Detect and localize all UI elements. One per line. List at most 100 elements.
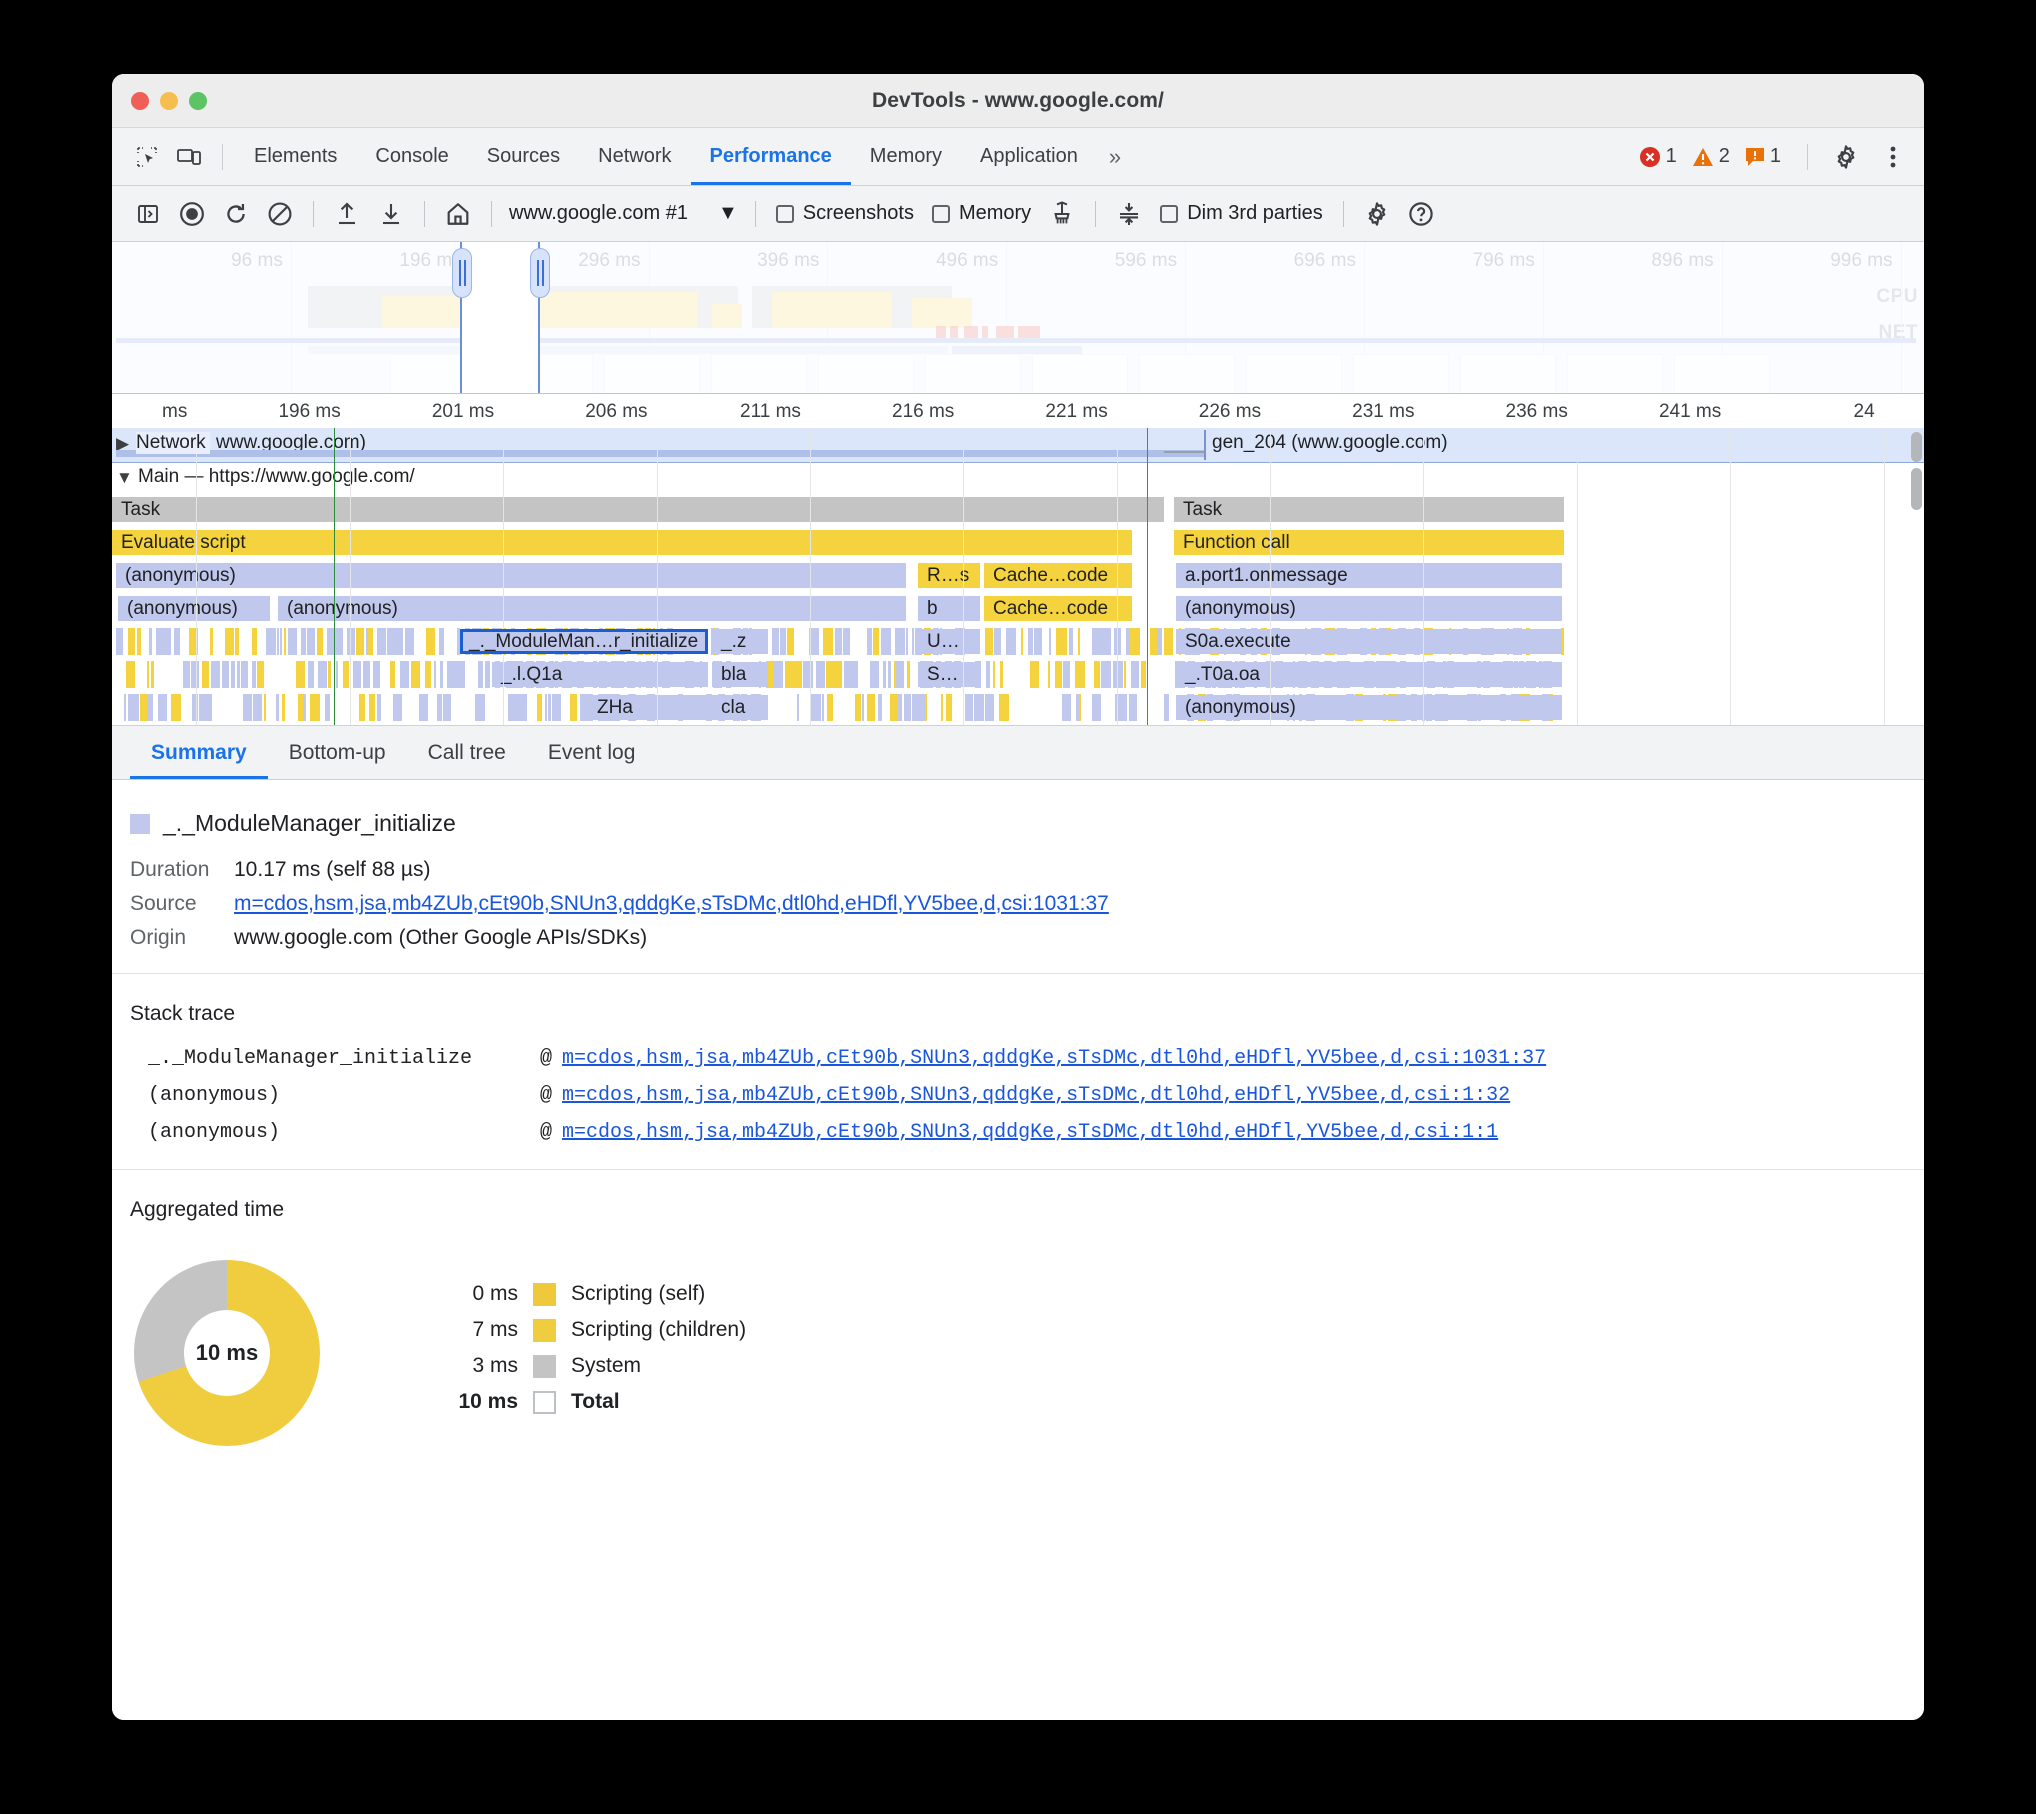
flame-micro-segment[interactable] bbox=[537, 694, 542, 721]
garbage-collect-icon[interactable] bbox=[1040, 194, 1084, 234]
flame-micro-segment[interactable] bbox=[149, 628, 152, 655]
flame-micro-segment[interactable] bbox=[985, 628, 993, 655]
flame-micro-segment[interactable] bbox=[1034, 628, 1042, 655]
flame-micro-segment[interactable] bbox=[803, 661, 813, 688]
task-row[interactable]: Task Task bbox=[112, 496, 1924, 523]
flame-micro-segment[interactable] bbox=[147, 694, 153, 721]
flame-micro-segment[interactable] bbox=[336, 661, 338, 688]
flame-micro-segment[interactable] bbox=[897, 694, 902, 721]
flame-micro-segment[interactable] bbox=[827, 694, 833, 721]
flame-micro-segment[interactable] bbox=[336, 628, 343, 655]
flame-micro-segment[interactable] bbox=[912, 628, 914, 655]
selection-handle-right[interactable] bbox=[530, 248, 550, 298]
flame-chip[interactable]: cla bbox=[712, 695, 768, 720]
record-button[interactable] bbox=[170, 194, 214, 234]
flame-micro-segment[interactable] bbox=[1164, 694, 1169, 721]
flame-micro-segment[interactable] bbox=[485, 661, 490, 688]
flame-micro-segment[interactable] bbox=[809, 628, 819, 655]
flame-micro-segment[interactable] bbox=[907, 661, 910, 688]
flame-micro-segment[interactable] bbox=[1113, 661, 1123, 688]
flame-micro-segment[interactable] bbox=[288, 628, 297, 655]
flame-micro-segment[interactable] bbox=[443, 694, 451, 721]
flame-chip[interactable]: _.z bbox=[712, 629, 768, 654]
flame-micro-segment[interactable] bbox=[210, 628, 213, 655]
clear-button[interactable] bbox=[258, 194, 302, 234]
flame-micro-segment[interactable] bbox=[895, 628, 905, 655]
flame-micro-segment[interactable] bbox=[867, 694, 875, 721]
flame-chip[interactable]: Task bbox=[1174, 497, 1564, 522]
flame-micro-segment[interactable] bbox=[439, 628, 444, 655]
close-window-button[interactable] bbox=[131, 91, 149, 110]
flame-micro-segment[interactable] bbox=[517, 694, 527, 721]
more-options-icon[interactable] bbox=[1872, 136, 1914, 178]
flame-micro-segment[interactable] bbox=[1030, 661, 1039, 688]
flame-micro-segment[interactable] bbox=[298, 694, 303, 721]
flame-chip[interactable]: Function call bbox=[1174, 530, 1564, 555]
flame-micro-segment[interactable] bbox=[266, 628, 276, 655]
flame-micro-segment[interactable] bbox=[823, 628, 833, 655]
flame-micro-segment[interactable] bbox=[116, 628, 123, 655]
flame-micro-segment[interactable] bbox=[844, 661, 848, 688]
flame-micro-segment[interactable] bbox=[225, 628, 234, 655]
flame-micro-segment[interactable] bbox=[137, 694, 139, 721]
gear-icon[interactable] bbox=[1825, 136, 1867, 178]
expand-rows-icon[interactable] bbox=[1107, 194, 1151, 234]
flame-micro-segment[interactable] bbox=[1094, 661, 1100, 688]
flame-chip[interactable]: (anonymous) bbox=[118, 596, 270, 621]
flame-micro-segment[interactable] bbox=[363, 661, 370, 688]
flame-chip[interactable]: _.l.Q1a bbox=[492, 662, 708, 687]
flame-micro-segment[interactable] bbox=[296, 661, 305, 688]
network-scrollbar[interactable] bbox=[1911, 432, 1922, 462]
flame-micro-segment[interactable] bbox=[1130, 628, 1140, 655]
flame-micro-segment[interactable] bbox=[202, 661, 209, 688]
flame-micro-segment[interactable] bbox=[222, 661, 229, 688]
tab-call-tree[interactable]: Call tree bbox=[427, 740, 506, 764]
memory-checkbox[interactable]: Memory bbox=[931, 202, 1031, 225]
flame-micro-segment[interactable] bbox=[1092, 694, 1101, 721]
tab-performance[interactable]: Performance bbox=[691, 129, 851, 185]
flame-micro-segment[interactable] bbox=[434, 661, 436, 688]
flame-micro-segment[interactable] bbox=[906, 628, 908, 655]
flame-micro-segment[interactable] bbox=[919, 694, 925, 721]
flame-micro-segment[interactable] bbox=[211, 661, 220, 688]
flame-micro-segment[interactable] bbox=[325, 694, 330, 721]
lq1a-row[interactable]: _.l.Q1a bla S… _.T0a.oa bbox=[112, 661, 1924, 688]
flame-micro-segment[interactable] bbox=[508, 694, 517, 721]
flame-micro-segment[interactable] bbox=[1079, 694, 1081, 721]
flame-micro-segment[interactable] bbox=[986, 661, 990, 688]
flame-micro-segment[interactable] bbox=[780, 628, 786, 655]
flame-micro-segment[interactable] bbox=[890, 694, 897, 721]
flame-micro-segment[interactable] bbox=[1561, 628, 1564, 655]
flame-micro-segment[interactable] bbox=[147, 661, 149, 688]
inspect-icon[interactable] bbox=[126, 136, 168, 178]
flame-micro-segment[interactable] bbox=[1118, 694, 1127, 721]
flame-micro-segment[interactable] bbox=[368, 628, 373, 655]
flame-chip[interactable]: (anonymous) bbox=[1176, 596, 1562, 621]
reload-and-record-button[interactable] bbox=[214, 194, 258, 234]
flame-micro-segment[interactable] bbox=[156, 628, 161, 655]
flame-micro-segment[interactable] bbox=[253, 694, 262, 721]
flame-micro-segment[interactable] bbox=[1049, 628, 1051, 655]
flame-micro-segment[interactable] bbox=[878, 694, 882, 721]
window-controls[interactable] bbox=[112, 91, 207, 110]
flame-micro-segment[interactable] bbox=[1000, 661, 1003, 688]
flame-micro-segment[interactable] bbox=[925, 694, 927, 721]
flame-micro-segment[interactable] bbox=[426, 628, 431, 655]
flame-micro-segment[interactable] bbox=[1078, 628, 1080, 655]
flame-micro-segment[interactable] bbox=[390, 661, 395, 688]
tab-application[interactable]: Application bbox=[980, 145, 1078, 167]
flame-micro-segment[interactable] bbox=[999, 694, 1009, 721]
flame-chip[interactable]: S… bbox=[918, 662, 980, 687]
flame-micro-segment[interactable] bbox=[870, 661, 879, 688]
screenshots-checkbox[interactable]: Screenshots bbox=[775, 202, 914, 225]
flame-chip[interactable]: b bbox=[918, 596, 980, 621]
flame-chip[interactable]: a.port1.onmessage bbox=[1176, 563, 1562, 588]
flame-chip[interactable]: Cache…code bbox=[984, 596, 1132, 621]
flame-micro-segment[interactable] bbox=[189, 628, 198, 655]
flame-micro-segment[interactable] bbox=[811, 694, 818, 721]
upload-icon[interactable] bbox=[325, 194, 369, 234]
flame-chip[interactable]: Evaluate script bbox=[112, 530, 1132, 555]
flame-micro-segment[interactable] bbox=[904, 694, 911, 721]
flame-micro-segment[interactable] bbox=[985, 694, 994, 721]
